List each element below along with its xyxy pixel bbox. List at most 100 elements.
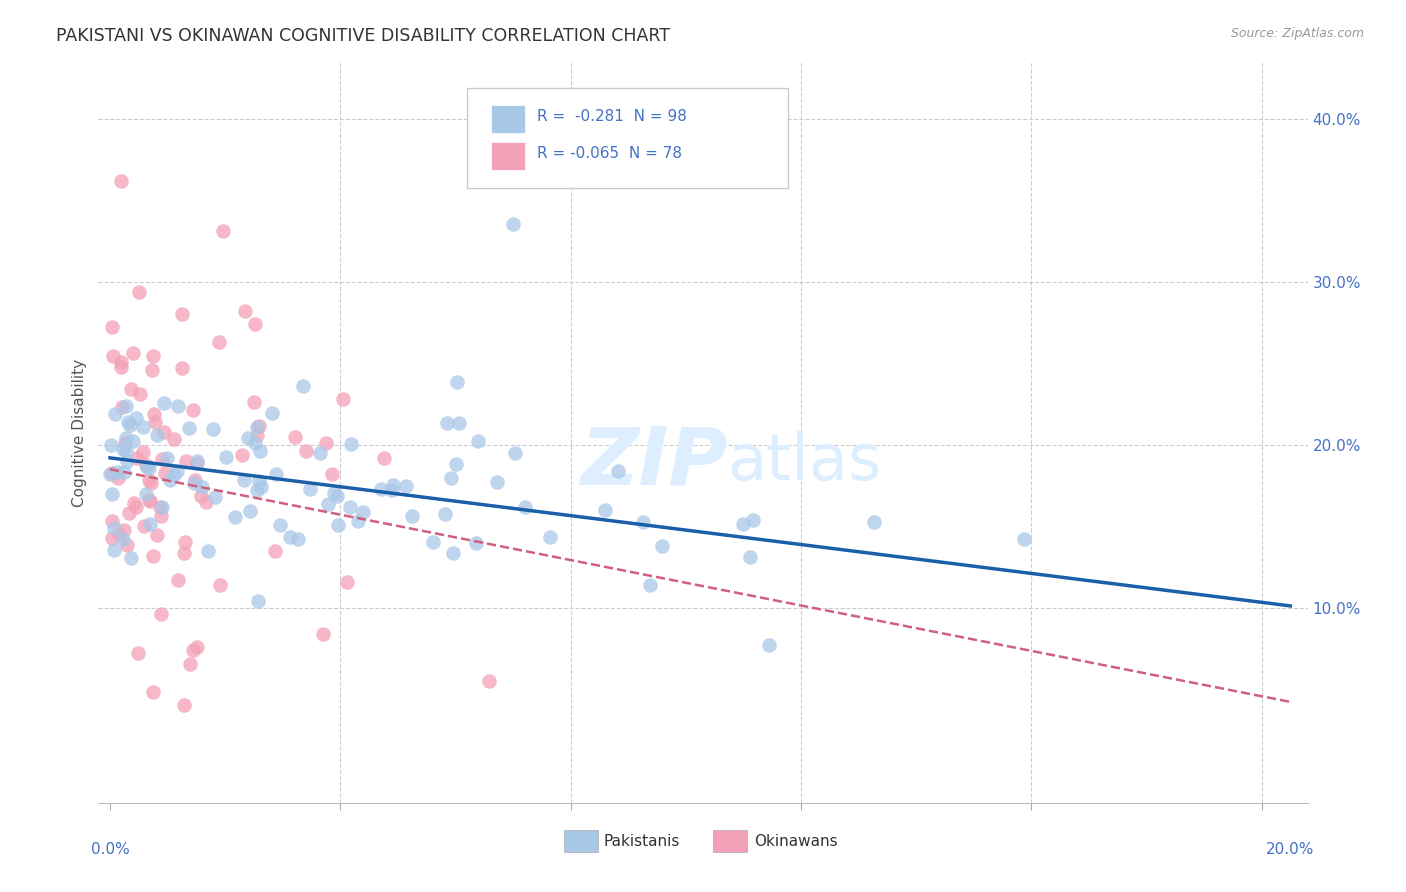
Point (125, 500, 148, 515)
Point (246, 483, 269, 497)
Text: R = -0.065  N = 78: R = -0.065 N = 78 (537, 146, 682, 161)
Point (101, 531, 124, 545)
Point (347, 514, 370, 528)
Point (312, 626, 335, 640)
Point (150, 607, 173, 621)
Point (142, 549, 165, 564)
Point (120, 382, 142, 396)
Point (224, 509, 246, 524)
Point (651, 539, 673, 553)
Point (335, 574, 357, 589)
Point (100, 486, 122, 500)
FancyBboxPatch shape (467, 88, 787, 188)
Point (153, 396, 176, 410)
Point (131, 445, 153, 459)
Point (115, 443, 138, 458)
Point (467, 434, 489, 448)
Text: 0.0%: 0.0% (90, 842, 129, 857)
Point (103, 521, 125, 535)
Point (111, 532, 134, 546)
Point (593, 503, 616, 517)
Point (129, 386, 152, 401)
Point (118, 417, 141, 432)
Point (143, 416, 166, 430)
Point (183, 475, 205, 490)
Point (98, 467, 121, 482)
Point (278, 530, 301, 544)
Point (246, 428, 269, 442)
Point (233, 304, 256, 318)
Point (352, 505, 374, 519)
Point (122, 346, 145, 360)
Point (186, 640, 208, 654)
Point (321, 467, 343, 482)
Point (117, 415, 139, 429)
Point (108, 526, 131, 541)
Point (121, 551, 143, 566)
Point (436, 416, 458, 430)
Point (239, 504, 262, 518)
Point (370, 483, 392, 497)
Point (246, 419, 269, 434)
Point (112, 465, 135, 479)
Point (758, 638, 780, 652)
Text: Pakistanis: Pakistanis (603, 834, 681, 849)
Point (249, 444, 271, 458)
Point (731, 516, 754, 531)
Point (117, 538, 139, 552)
Point (485, 475, 508, 489)
Point (243, 317, 266, 331)
Point (243, 395, 266, 409)
Point (190, 489, 212, 503)
Point (149, 500, 172, 515)
Point (243, 436, 266, 450)
Point (340, 437, 363, 451)
Point (197, 544, 219, 558)
Point (166, 465, 188, 479)
Point (246, 594, 269, 608)
Point (478, 673, 501, 688)
Point (264, 544, 287, 558)
Point (212, 223, 235, 237)
Point (173, 546, 195, 560)
Point (441, 546, 464, 560)
Point (149, 508, 172, 523)
Text: ZIP: ZIP (579, 423, 727, 501)
Point (325, 489, 347, 503)
Point (503, 445, 526, 459)
Point (215, 450, 238, 465)
Point (231, 448, 253, 462)
Text: 20.0%: 20.0% (1267, 842, 1315, 857)
Point (1012, 532, 1035, 546)
Point (538, 530, 561, 544)
Point (121, 434, 143, 449)
Point (127, 451, 149, 466)
Point (110, 360, 132, 375)
Text: PAKISTANI VS OKINAWAN COGNITIVE DISABILITY CORRELATION CHART: PAKISTANI VS OKINAWAN COGNITIVE DISABILI… (56, 27, 671, 45)
Point (502, 217, 524, 231)
Point (139, 517, 162, 532)
Point (124, 495, 146, 509)
Point (128, 285, 150, 299)
Point (638, 578, 661, 592)
Point (395, 479, 418, 493)
Point (101, 466, 124, 480)
Point (299, 482, 322, 496)
Point (166, 399, 188, 413)
Point (177, 421, 200, 435)
Point (201, 422, 224, 436)
Point (183, 643, 205, 657)
Point (186, 456, 208, 470)
Point (401, 509, 423, 524)
Point (173, 698, 195, 713)
Point (247, 418, 270, 433)
FancyBboxPatch shape (713, 830, 747, 853)
Point (101, 514, 124, 528)
Point (103, 542, 125, 557)
Point (115, 431, 138, 445)
Point (250, 479, 273, 493)
Point (326, 517, 349, 532)
Point (145, 528, 167, 542)
Point (606, 464, 628, 478)
Point (179, 657, 201, 672)
